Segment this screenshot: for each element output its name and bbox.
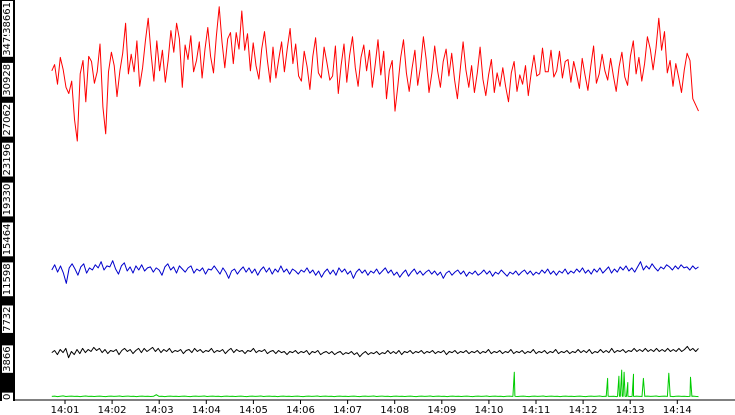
y-tick-label: 11598 bbox=[2, 263, 13, 295]
x-tick-label: 14:12 bbox=[569, 405, 598, 415]
x-tick-label: 14:10 bbox=[474, 405, 503, 415]
series-line-4 bbox=[51, 369, 699, 398]
y-tick-label-bg bbox=[2, 1, 13, 35]
y-tick-label-bg bbox=[2, 142, 13, 177]
x-tick-label: 14:07 bbox=[333, 405, 362, 415]
y-tick-label: 34794 bbox=[2, 24, 13, 56]
y-tick-label-bg bbox=[2, 305, 13, 333]
x-tick-label: 14:13 bbox=[616, 405, 645, 415]
y-tick-label: 23196 bbox=[2, 144, 13, 176]
y-tick-label: 38661 bbox=[2, 2, 13, 34]
y-tick-label: 19330 bbox=[2, 184, 13, 216]
x-tick-label: 14:05 bbox=[239, 405, 268, 415]
series-line-3 bbox=[51, 345, 699, 359]
y-tick-label: 3866 bbox=[2, 346, 13, 371]
x-tick-label: 14:03 bbox=[145, 405, 174, 415]
y-tick-label-bg bbox=[2, 345, 13, 373]
labels-layer: 14:01 14:02 14:03 14:04 14:05 14:06 14:07 14:08… bbox=[2, 1, 692, 415]
y-tick-label-bg bbox=[2, 222, 13, 257]
x-tick-label: 14:11 bbox=[522, 405, 551, 415]
y-tick-label-bg bbox=[2, 392, 13, 401]
x-tick-label: 14:14 bbox=[663, 405, 692, 415]
y-tick-label-bg bbox=[2, 102, 13, 137]
y-tick-label-bg bbox=[2, 262, 13, 297]
x-tick-label: 14:08 bbox=[380, 405, 409, 415]
x-tick-label: 14:04 bbox=[192, 405, 221, 415]
series-line-2 bbox=[51, 260, 699, 284]
y-tick-label-bg bbox=[2, 62, 13, 97]
series-line-1 bbox=[51, 6, 699, 142]
x-tick-label: 14:09 bbox=[427, 405, 456, 415]
y-tick-label: 7732 bbox=[2, 306, 13, 331]
y-tick-label-bg bbox=[2, 182, 13, 217]
x-tick-label: 14:06 bbox=[286, 405, 315, 415]
y-tick-label: 15464 bbox=[2, 223, 13, 255]
y-tick-label: 27062 bbox=[2, 104, 13, 136]
series-layer bbox=[51, 6, 699, 398]
y-tick-label: 30928 bbox=[2, 64, 13, 96]
y-tick-label: 0 bbox=[2, 394, 13, 400]
x-tick-label: 14:02 bbox=[98, 405, 127, 415]
x-tick-label: 14:01 bbox=[51, 405, 80, 415]
